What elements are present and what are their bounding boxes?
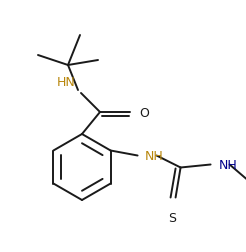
Text: O: O [139,106,149,119]
Text: HN: HN [57,76,76,89]
Text: NH: NH [145,149,163,162]
Text: S: S [169,211,177,224]
Text: NH: NH [219,158,237,171]
